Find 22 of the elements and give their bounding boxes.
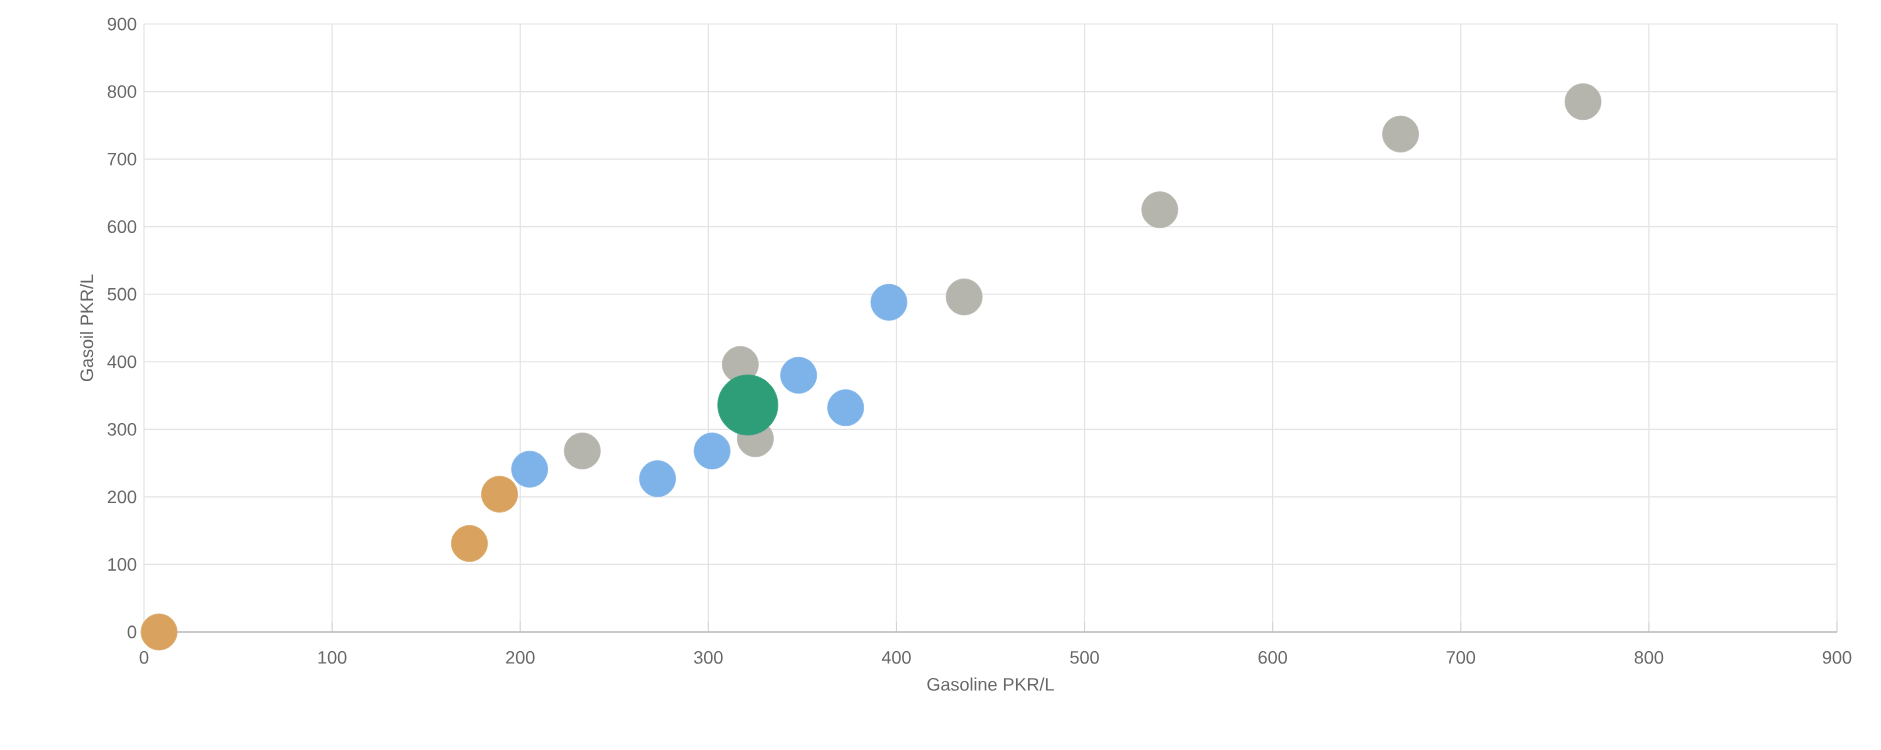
x-tick-label: 700	[1446, 651, 1476, 664]
x-tick-label: 900	[1822, 651, 1852, 664]
x-tick-label: 200	[506, 651, 535, 664]
y-axis-title: Gasoil PKR/L	[79, 274, 94, 382]
y-tick-label: 600	[107, 220, 137, 234]
y-tick-label: 700	[107, 152, 137, 166]
x-tick-label: 0	[139, 651, 149, 664]
y-tick-label: 500	[107, 287, 137, 301]
y-tick-label: 400	[107, 355, 137, 369]
x-tick-label: 400	[881, 651, 911, 664]
x-tick-label: 300	[694, 651, 723, 664]
y-tick-label: 900	[107, 17, 137, 31]
y-tick-label: 200	[107, 490, 137, 504]
x-tick-label: 600	[1258, 651, 1287, 664]
y-tick-label: 0	[127, 625, 137, 639]
y-tick-label: 100	[108, 558, 137, 571]
y-tick-label: 800	[107, 85, 137, 98]
x-axis-title: Gasoline PKR/L	[927, 677, 1054, 691]
x-tick-label: 500	[1070, 651, 1099, 664]
x-tick-label: 800	[1634, 651, 1664, 664]
x-tick-label: 100	[318, 651, 347, 664]
y-tick-label: 300	[107, 422, 137, 436]
